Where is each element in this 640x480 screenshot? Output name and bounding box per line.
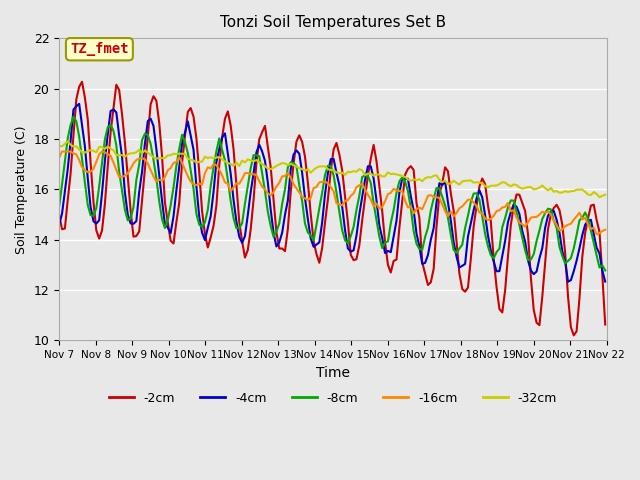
Legend: -2cm, -4cm, -8cm, -16cm, -32cm: -2cm, -4cm, -8cm, -16cm, -32cm (104, 387, 562, 410)
Text: TZ_fmet: TZ_fmet (70, 42, 129, 56)
X-axis label: Time: Time (316, 366, 350, 380)
Title: Tonzi Soil Temperatures Set B: Tonzi Soil Temperatures Set B (220, 15, 446, 30)
Y-axis label: Soil Temperature (C): Soil Temperature (C) (15, 125, 28, 253)
